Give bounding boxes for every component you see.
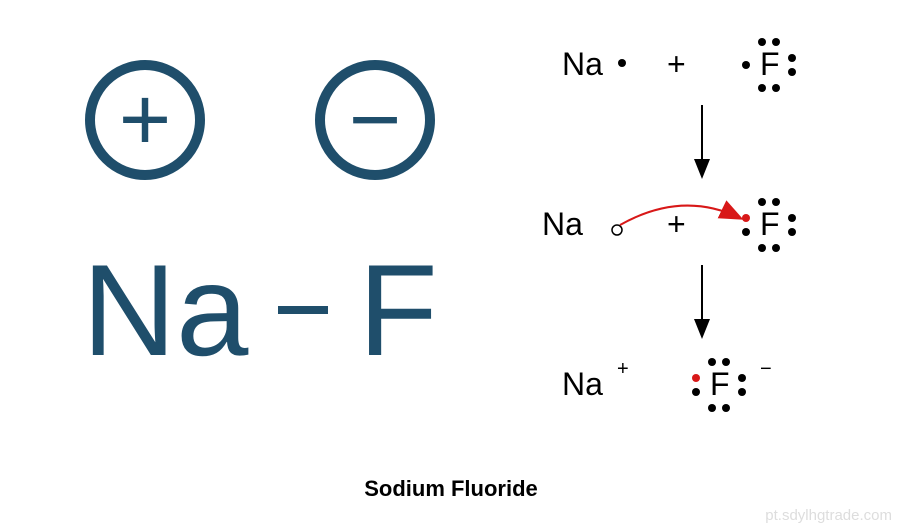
transferred-electron bbox=[742, 214, 750, 222]
element-na: Na bbox=[82, 245, 248, 375]
stage1-plus: + bbox=[667, 46, 686, 82]
charge-row: + − bbox=[30, 40, 490, 200]
stage1-f: F bbox=[760, 46, 780, 82]
stage1-na: Na bbox=[562, 46, 603, 82]
stage2: Na + F bbox=[542, 198, 796, 252]
stage1-na-dot bbox=[618, 59, 626, 67]
watermark-text: pt.sdylhgtrade.com bbox=[765, 507, 892, 524]
left-ionic-formula: + − Na F bbox=[30, 40, 490, 400]
compound-title: Sodium Fluoride bbox=[0, 476, 902, 502]
anion-circle: − bbox=[315, 60, 435, 180]
stage1-f-group: F bbox=[742, 38, 796, 92]
lewis-svg: Na + F Na bbox=[502, 30, 872, 450]
stage2-na: Na bbox=[542, 206, 583, 242]
element-f: F bbox=[358, 245, 437, 375]
stage2-f-group: F bbox=[742, 198, 796, 252]
right-lewis-diagram: Na + F Na bbox=[502, 30, 872, 450]
stage3-na: Na bbox=[562, 366, 603, 402]
stage2-open-dot bbox=[612, 225, 622, 235]
stage3-minus-charge: − bbox=[760, 358, 772, 380]
stage2-f: F bbox=[760, 206, 780, 242]
minus-sign: − bbox=[349, 75, 402, 165]
plus-sign: + bbox=[119, 75, 172, 165]
formula-row: Na F bbox=[30, 220, 490, 400]
bond-line bbox=[278, 306, 328, 314]
stage3-plus-charge: + bbox=[617, 358, 629, 380]
stage3-f: F bbox=[710, 366, 730, 402]
stage2-plus: + bbox=[667, 206, 686, 242]
cation-circle: + bbox=[85, 60, 205, 180]
stage3-f-group: F bbox=[692, 358, 746, 412]
stage1: Na + F bbox=[562, 38, 796, 92]
stage3: Na + F − bbox=[562, 358, 772, 412]
